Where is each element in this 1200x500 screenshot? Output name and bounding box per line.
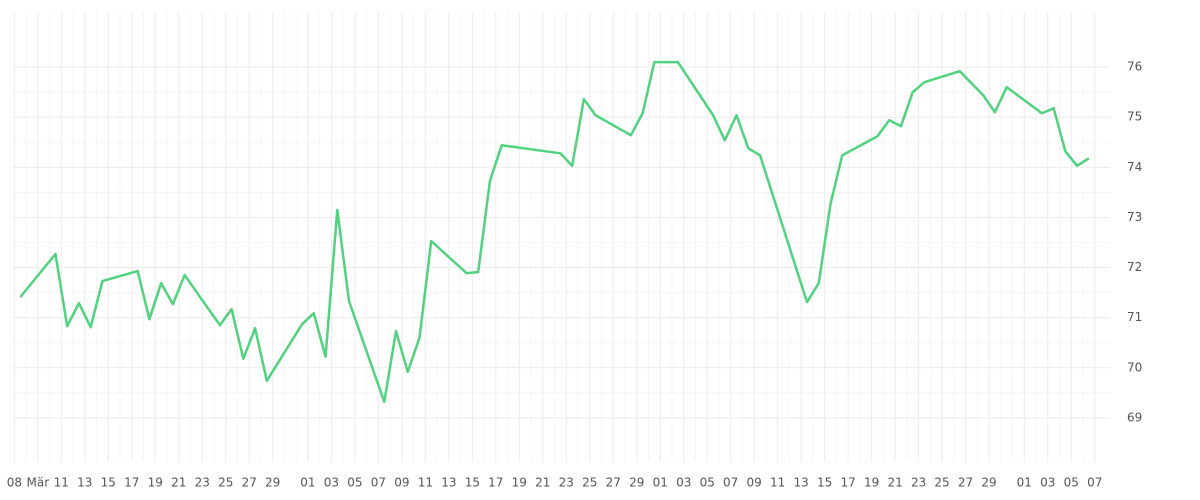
x-tick-label: 25 [934,476,949,490]
x-tick-label: 05 [347,476,362,490]
x-tick-label: 21 [887,476,902,490]
x-tick-label: 01 [1017,476,1032,490]
x-tick-label: 19 [148,476,163,490]
y-tick-label: 71 [1127,310,1142,324]
x-tick-label: 11 [770,476,785,490]
data-line [19,60,1090,404]
x-tick-label: 25 [218,476,233,490]
x-tick-label: 21 [535,476,550,490]
x-tick-label: 17 [488,476,503,490]
x-tick-label: 29 [629,476,644,490]
x-tick-label: 17 [840,476,855,490]
x-tick-label: 29 [265,476,280,490]
x-tick-label: 07 [371,476,386,490]
y-tick-label: 76 [1127,60,1142,74]
y-tick-label: 70 [1127,360,1142,374]
x-tick-label: 27 [958,476,973,490]
x-tick-label: 27 [606,476,621,490]
x-tick-label: 09 [394,476,409,490]
x-tick-label: 15 [465,476,480,490]
x-tick-label: 15 [101,476,116,490]
y-tick-label: 72 [1127,260,1142,274]
x-tick-label: 01 [300,476,315,490]
x-tick-label: 11 [418,476,433,490]
x-tick-label: 03 [324,476,339,490]
x-tick-label: 23 [195,476,210,490]
x-tick-label: 03 [676,476,691,490]
x-tick-label: 13 [794,476,809,490]
x-tick-label: 23 [559,476,574,490]
x-tick-label: 17 [124,476,139,490]
x-tick-label: 13 [441,476,456,490]
x-tick-label: 19 [864,476,879,490]
x-tick-label: 21 [171,476,186,490]
x-tick-label: 19 [512,476,527,490]
y-tick-label: 75 [1127,110,1142,124]
x-tick-label: 05 [1064,476,1079,490]
x-tick-label: 11 [54,476,69,490]
x-tick-label: 23 [911,476,926,490]
x-tick-label: 01 [653,476,668,490]
y-tick-label: 74 [1127,160,1142,174]
x-tick-label: 09 [747,476,762,490]
x-tick-label: Mär [27,476,50,490]
x-tick-label: 25 [582,476,597,490]
x-tick-label: 05 [700,476,715,490]
x-tick-label: 07 [1087,476,1102,490]
y-tick-label: 73 [1127,210,1142,224]
y-tick-label: 69 [1127,410,1142,424]
x-tick-label: 03 [1040,476,1055,490]
x-tick-label: 27 [242,476,257,490]
x-tick-label: 13 [77,476,92,490]
x-tick-label: 07 [723,476,738,490]
x-tick-label: 15 [817,476,832,490]
x-tick-label: 08 [7,476,22,490]
x-tick-label: 29 [981,476,996,490]
